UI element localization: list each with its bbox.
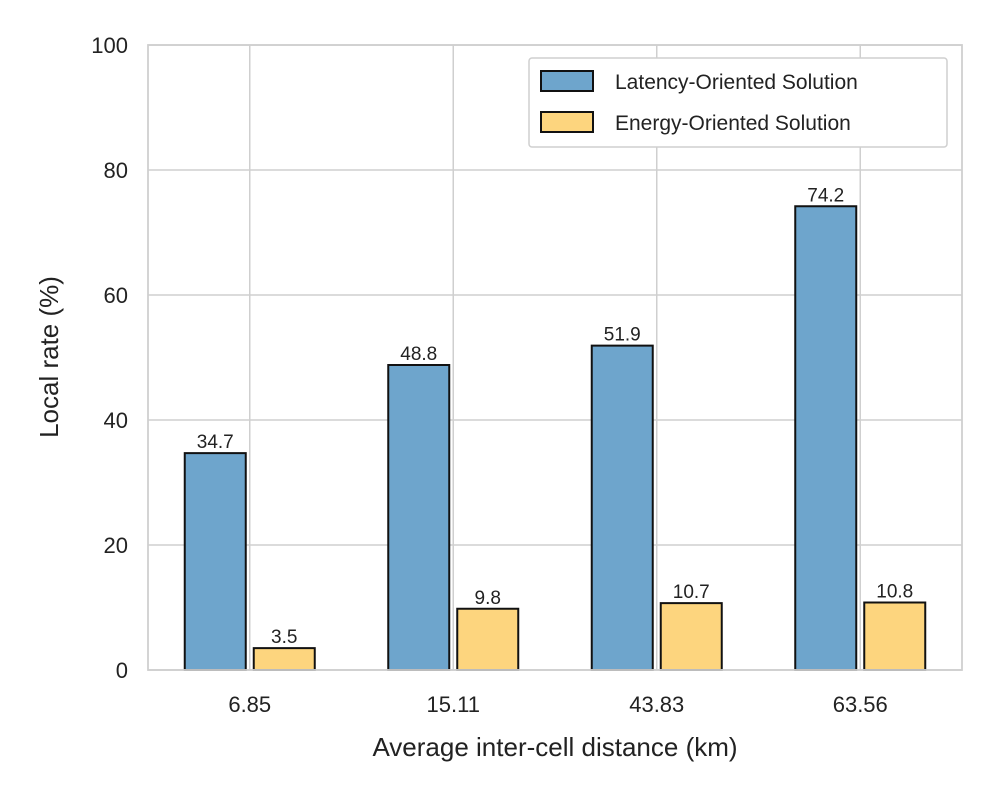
bar-energy (456, 607, 520, 671)
data-label-latency: 48.8 (400, 344, 437, 365)
plot-frame (147, 44, 963, 671)
bar-latency (387, 364, 451, 671)
data-labels: 34.7 48.8 51.9 74.2 3.5 9.8 10.7 10.8 (197, 185, 913, 648)
x-tick-label: 15.11 (427, 692, 480, 717)
bars (183, 205, 927, 671)
bar-energy (252, 647, 316, 671)
legend-label-energy: Energy-Oriented Solution (615, 112, 851, 135)
legend-label-latency: Latency-Oriented Solution (615, 71, 858, 94)
legend-swatch-latency (540, 70, 594, 92)
y-axis-ticks: 0 20 40 60 80 100 (91, 33, 128, 683)
y-tick-label: 20 (104, 533, 128, 558)
data-label-latency: 34.7 (197, 432, 234, 453)
y-tick-label: 60 (104, 283, 128, 308)
x-axis-label: Average inter-cell distance (km) (372, 732, 737, 762)
x-tick-label: 43.83 (629, 692, 684, 717)
y-axis-label: Local rate (%) (34, 276, 64, 438)
data-label-latency: 51.9 (604, 325, 641, 346)
bar-latency (794, 205, 858, 671)
bar-latency (590, 344, 654, 671)
data-label-energy: 3.5 (271, 627, 297, 648)
bar-energy (863, 601, 927, 671)
y-tick-label: 80 (104, 158, 128, 183)
legend-swatch-energy (540, 111, 594, 133)
x-tick-label: 63.56 (833, 692, 888, 717)
y-tick-label: 0 (116, 658, 128, 683)
x-tick-label: 6.85 (228, 692, 271, 717)
y-tick-label: 40 (104, 408, 128, 433)
bar-latency (183, 452, 247, 671)
legend-box (528, 57, 948, 148)
x-axis-ticks: 6.85 15.11 43.83 63.56 (228, 692, 887, 717)
data-label-energy: 9.8 (475, 588, 501, 609)
data-label-energy: 10.7 (673, 582, 710, 603)
y-tick-label: 100 (91, 33, 128, 58)
data-label-energy: 10.8 (876, 582, 913, 603)
legend: Latency-Oriented Solution Energy-Oriente… (528, 57, 948, 148)
bar-energy (659, 602, 723, 671)
data-label-latency: 74.2 (807, 185, 844, 206)
